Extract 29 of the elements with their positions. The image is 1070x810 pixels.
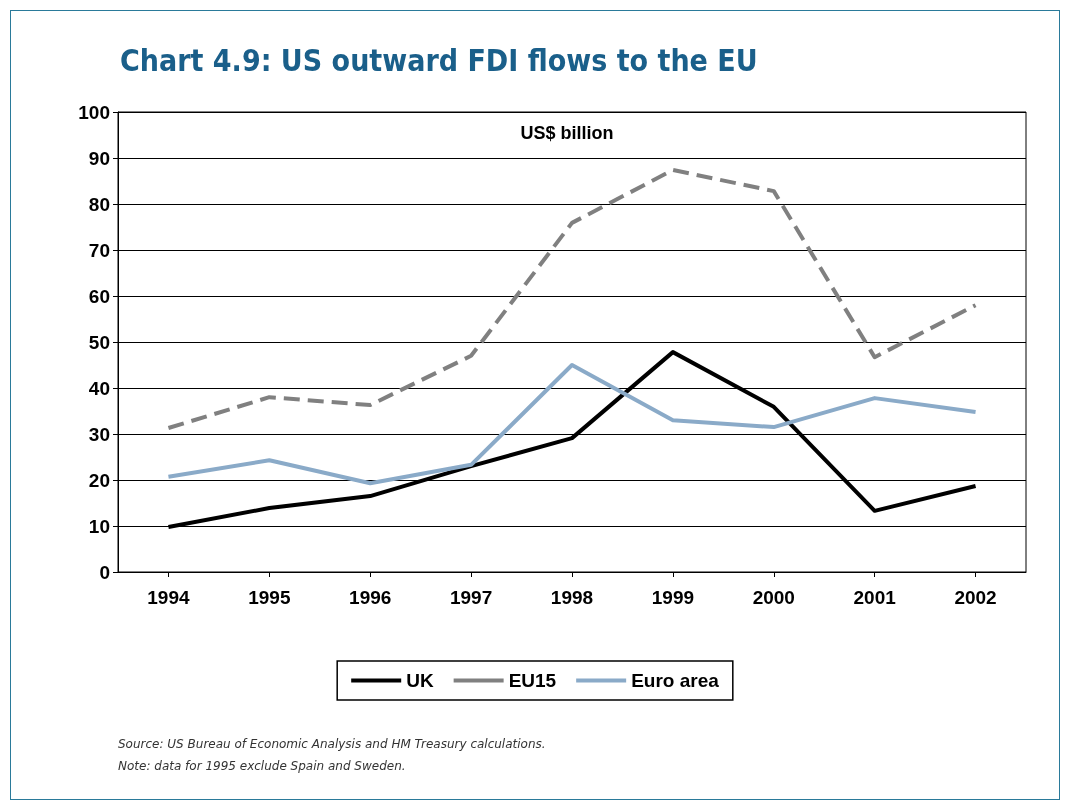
line-series (166, 363, 978, 486)
y-axis-title: US$ billion (520, 123, 614, 143)
chart-title: Chart 4.9: US outward FDI flows to the EU (120, 42, 758, 78)
y-tick-label: 20 (88, 469, 110, 491)
y-tick-label: 90 (88, 147, 110, 169)
x-tick-label: 2001 (853, 587, 897, 608)
x-tick-label: 2002 (954, 587, 997, 608)
text: Note: data for 1995 exclude Spain and Sweden. (118, 759, 406, 773)
x-tick-label: 1994 (147, 587, 190, 608)
x-tick-label: 1999 (651, 587, 695, 608)
y-tick-label: 10 (88, 515, 110, 537)
source-note: Source: US Bureau of Economic Analysis and HM Treasury calculations. (118, 737, 546, 751)
x-tick-label: 1996 (349, 587, 392, 608)
line-series (166, 167, 978, 431)
y-tick-label: 80 (88, 193, 110, 215)
y-tick-label: 50 (88, 331, 110, 353)
y-tick-label: 30 (88, 423, 110, 445)
y-tick-label: 60 (88, 285, 110, 307)
x-tick-label: 2000 (752, 587, 795, 608)
legend-label: Euro area (631, 670, 720, 691)
y-tick-label: 70 (88, 239, 110, 261)
y-tick-label: 100 (78, 101, 110, 123)
x-tick-label: 1998 (550, 587, 594, 608)
legend-label: UK (406, 670, 434, 691)
legend-label: EU15 (508, 670, 557, 691)
y-tick-label: 0 (99, 561, 110, 583)
x-tick-label: 1997 (449, 587, 493, 608)
x-tick-label: 1995 (248, 587, 291, 608)
y-tick-label: 40 (88, 377, 110, 399)
